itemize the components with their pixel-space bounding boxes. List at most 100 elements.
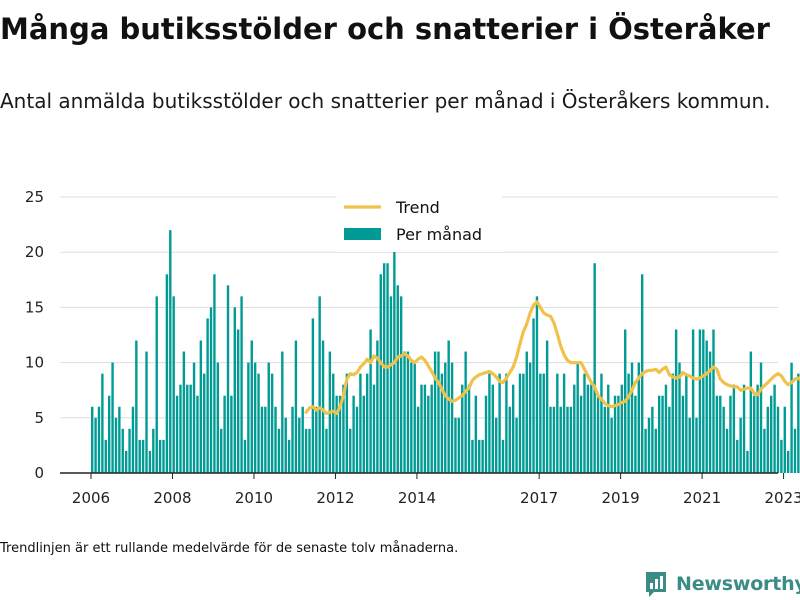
bar (389, 296, 393, 473)
bar (464, 351, 467, 473)
x-tick-label: 2017 (520, 489, 558, 507)
bar (654, 428, 657, 473)
bar (301, 406, 304, 473)
bar (335, 395, 338, 473)
bar (715, 395, 719, 473)
bar (579, 395, 583, 473)
bar (128, 428, 131, 473)
bar (325, 428, 328, 473)
bar (376, 340, 379, 473)
bar (304, 428, 308, 473)
bar (372, 384, 376, 473)
y-tick-label: 20 (25, 243, 44, 261)
bar (267, 362, 270, 473)
bar (162, 439, 165, 473)
bar (708, 351, 712, 473)
bar (753, 395, 756, 473)
chart-title: Många butiksstölder och snatterier i Öst… (0, 12, 770, 46)
x-tick-label: 2012 (316, 489, 354, 507)
bar (491, 384, 495, 473)
bar (365, 373, 369, 473)
bar (223, 395, 226, 473)
bar (107, 395, 111, 473)
bar (685, 373, 688, 473)
bar (199, 340, 203, 473)
bar (576, 362, 579, 473)
bar (213, 274, 216, 473)
bar (196, 395, 199, 473)
bar (379, 274, 382, 473)
bar (216, 362, 220, 473)
bar (433, 351, 437, 473)
bar (590, 384, 593, 473)
bar (776, 406, 780, 473)
bar (321, 340, 325, 473)
bar (257, 373, 260, 473)
bar (783, 406, 786, 473)
bar (220, 428, 223, 473)
x-tick-label: 2021 (683, 489, 721, 507)
x-tick-label: 2010 (235, 489, 273, 507)
bar (403, 351, 406, 473)
y-tick-label: 25 (25, 188, 44, 206)
bar (478, 439, 481, 473)
bar (474, 395, 478, 473)
bar (736, 439, 739, 473)
bar (678, 362, 681, 473)
bar (630, 362, 634, 473)
bar (209, 307, 213, 473)
bar (318, 296, 321, 473)
bar (236, 329, 240, 473)
bar (148, 450, 152, 473)
bar (114, 417, 118, 473)
bar (705, 340, 708, 473)
bar (369, 329, 372, 473)
bar (793, 428, 797, 473)
bar (596, 395, 600, 473)
bar (607, 384, 610, 473)
bar (770, 395, 773, 473)
bar (349, 428, 352, 473)
bar (739, 417, 742, 473)
bar (671, 373, 674, 473)
bar (420, 384, 423, 473)
bar (549, 406, 552, 473)
chart: 0 5 10 15 20 25 2006 2008 2010 2012 2014 2017 2019 20… (25, 188, 800, 507)
bar (352, 395, 355, 473)
bar (746, 450, 749, 473)
bar (264, 406, 267, 473)
y-tick-label: 5 (34, 409, 44, 427)
bar (243, 439, 247, 473)
bar (471, 439, 474, 473)
bar (729, 395, 732, 473)
chart-subtitle: Antal anmälda butiksstölder och snatteri… (0, 89, 771, 113)
bar (661, 395, 664, 473)
bar (111, 362, 114, 473)
bar (101, 373, 104, 473)
bar (539, 373, 542, 473)
x-tick-label: 2014 (398, 489, 436, 507)
bar (118, 406, 121, 473)
bar (240, 296, 243, 473)
bar (247, 362, 250, 473)
bar (603, 406, 607, 473)
bar (260, 406, 264, 473)
bar (270, 373, 274, 473)
bar (230, 395, 233, 473)
bar (145, 351, 148, 473)
bar (664, 384, 668, 473)
bar (342, 384, 345, 473)
bar (613, 395, 617, 473)
bar (712, 329, 715, 473)
bar (528, 362, 532, 473)
bar (97, 406, 101, 473)
bar (332, 373, 335, 473)
bar-chart-logo-icon (646, 572, 666, 597)
bar (189, 384, 192, 473)
trend-series (304, 300, 800, 415)
bar (742, 384, 746, 473)
bar (688, 417, 691, 473)
bar (423, 384, 427, 473)
bar (175, 395, 179, 473)
bar (311, 318, 315, 473)
